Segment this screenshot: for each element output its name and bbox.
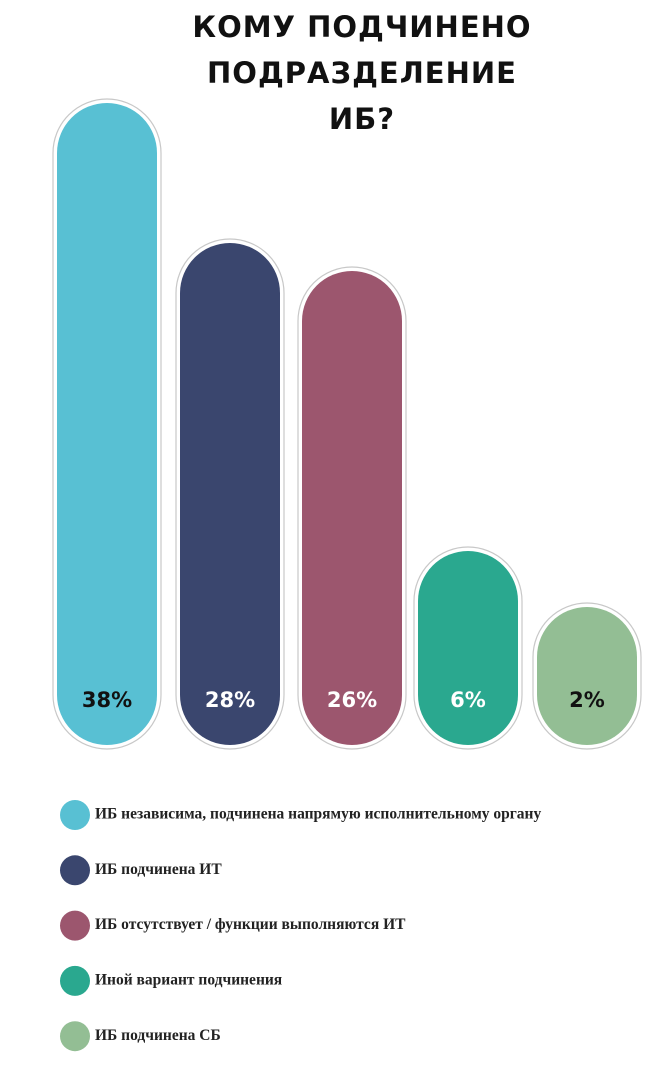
legend-label: ИБ независима, подчинена напрямую исполн… [95,806,541,823]
legend-label: ИБ подчинена СБ [95,1027,221,1044]
legend-marker [60,1021,90,1052]
value-label: 28% [205,688,255,712]
legend-marker [60,855,90,886]
bar [57,103,157,745]
legend-label: ИБ отсутствует / функции выполняются ИТ [95,916,406,933]
legend-marker [60,910,90,941]
legend-marker [60,965,90,996]
legend-label: Иной вариант подчинения [95,971,282,988]
value-label: 2% [569,688,605,712]
bar [302,271,402,745]
legend-marker [60,800,90,830]
value-label: 38% [82,688,132,712]
value-label: 6% [450,688,486,712]
bar [418,551,518,745]
chart-title: КОМУ ПОДЧИНЕНО ПОДРАЗДЕЛЕНИЕ ИБ? [192,10,532,136]
bar [537,607,637,745]
bar [180,243,280,745]
value-label: 26% [327,688,377,712]
legend-label: ИБ подчинена ИТ [95,861,222,878]
